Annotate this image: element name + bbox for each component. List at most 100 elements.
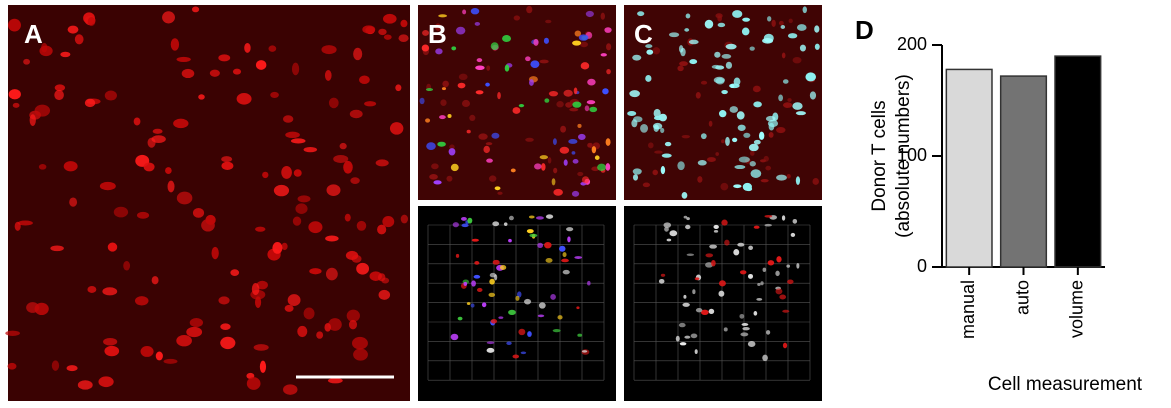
cell	[563, 159, 568, 166]
cell	[664, 226, 669, 232]
cell	[462, 9, 467, 15]
cell	[29, 114, 36, 127]
cell	[718, 290, 725, 297]
cell	[104, 90, 117, 101]
cell	[491, 132, 500, 139]
cell	[681, 134, 690, 139]
cell	[54, 89, 64, 101]
cell	[421, 44, 430, 52]
cell	[736, 111, 745, 120]
cell	[640, 123, 649, 133]
cell	[705, 253, 714, 258]
cell	[732, 137, 738, 143]
cell	[685, 224, 691, 230]
cell	[576, 306, 580, 310]
cell	[709, 244, 717, 249]
cell	[489, 272, 497, 278]
cell	[591, 146, 597, 154]
cell	[678, 322, 686, 328]
panel-label: D	[855, 15, 874, 45]
cell	[767, 119, 779, 128]
cell	[515, 295, 520, 301]
cell	[478, 133, 488, 140]
cell	[668, 32, 680, 38]
cell	[563, 89, 573, 97]
cell	[262, 171, 269, 179]
cell	[663, 222, 672, 228]
cell	[378, 289, 391, 300]
cell	[309, 268, 322, 275]
cell	[463, 281, 468, 286]
cell	[577, 171, 584, 177]
cell	[481, 302, 487, 308]
cell	[573, 87, 578, 95]
cell	[34, 302, 49, 316]
cell	[461, 99, 471, 108]
cell	[526, 229, 534, 234]
cell	[333, 154, 349, 163]
bar	[999, 75, 1048, 268]
cell	[492, 259, 500, 265]
cell	[632, 168, 642, 175]
cell	[721, 139, 725, 144]
cell	[308, 221, 323, 234]
cell	[760, 178, 769, 183]
cell	[677, 65, 684, 72]
cell	[439, 115, 446, 120]
cell	[606, 43, 612, 51]
cell	[155, 351, 163, 361]
cell	[633, 116, 643, 123]
cell	[753, 225, 760, 229]
cell	[748, 143, 759, 152]
cell	[162, 11, 175, 24]
cell	[295, 203, 308, 214]
cell	[604, 27, 612, 33]
cell	[440, 99, 447, 107]
cell	[163, 358, 178, 364]
cell	[255, 226, 266, 232]
cell	[679, 61, 688, 67]
cell	[533, 38, 539, 46]
cell	[5, 330, 20, 336]
cell	[143, 162, 155, 172]
cell	[553, 188, 563, 196]
cell	[470, 303, 475, 308]
cell	[486, 347, 495, 353]
cell	[474, 21, 480, 26]
cell	[292, 216, 302, 226]
cell	[450, 163, 459, 172]
cell	[553, 167, 558, 174]
cell	[580, 62, 590, 70]
cell	[652, 169, 658, 176]
cell	[559, 146, 570, 154]
cell	[8, 18, 21, 32]
cell	[653, 115, 663, 121]
cell	[473, 274, 481, 279]
cell	[99, 181, 116, 191]
cell	[763, 155, 769, 162]
cell	[556, 101, 564, 108]
cell	[654, 150, 663, 154]
cell	[713, 224, 719, 230]
cell	[63, 161, 78, 172]
cell	[448, 148, 456, 156]
cell	[530, 60, 540, 68]
cell	[809, 91, 817, 100]
cell	[586, 100, 596, 105]
cell	[50, 245, 64, 252]
cell	[600, 53, 607, 57]
cell	[547, 157, 552, 164]
cell	[38, 164, 47, 170]
cell	[293, 169, 302, 177]
cell	[525, 56, 531, 62]
cell	[272, 242, 283, 254]
cell	[270, 91, 279, 98]
cell	[497, 91, 501, 100]
cell	[632, 174, 639, 181]
cell	[441, 87, 447, 91]
cell	[685, 13, 691, 19]
cell	[749, 46, 755, 51]
cell	[756, 298, 763, 301]
cell	[732, 10, 743, 18]
